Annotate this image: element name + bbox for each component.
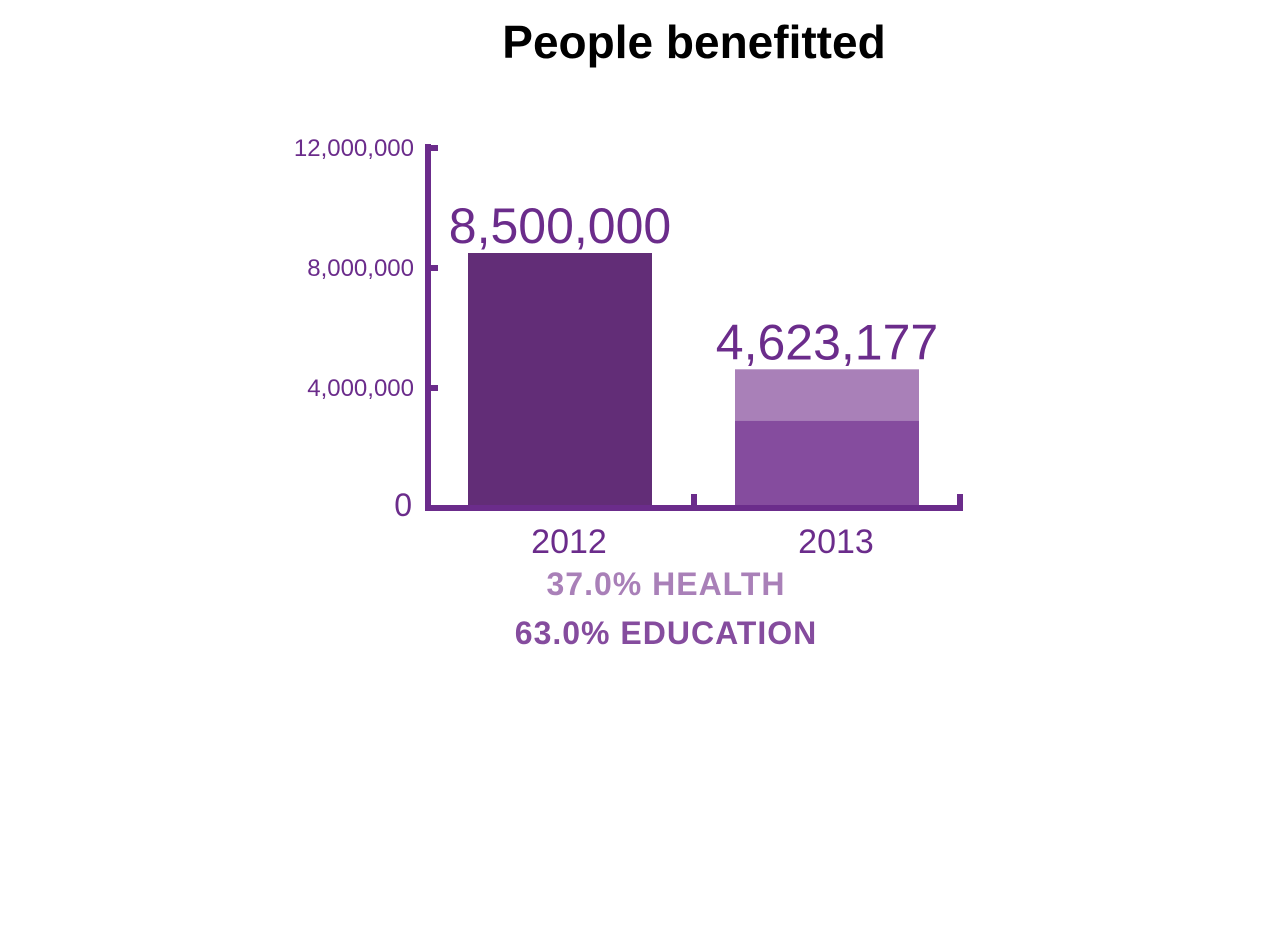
y-tick-label: 0 [394, 487, 412, 523]
axes: 0 4,000,000 8,000,000 12,000,000 [294, 135, 963, 523]
y-tick-label: 8,000,000 [307, 255, 414, 282]
bars [468, 253, 919, 505]
y-tick-label: 12,000,000 [294, 135, 414, 162]
bar-value-label: 8,500,000 [449, 198, 671, 254]
x-category-label: 2012 [531, 523, 607, 561]
legend: 37.0% HEALTH 63.0% EDUCATION [515, 566, 817, 651]
chart-title: People benefitted [502, 16, 885, 68]
labels: 8,500,000 4,623,177 2012 2013 [449, 198, 938, 561]
legend-health: 37.0% HEALTH [546, 566, 785, 602]
bar-2013-health [735, 369, 919, 421]
y-tick-label: 4,000,000 [307, 375, 414, 402]
bar-2013-education [735, 420, 919, 505]
x-category-label: 2013 [798, 523, 874, 561]
bar-value-label: 4,623,177 [716, 314, 938, 370]
legend-education: 63.0% EDUCATION [515, 615, 817, 651]
bar-2012 [468, 253, 652, 505]
